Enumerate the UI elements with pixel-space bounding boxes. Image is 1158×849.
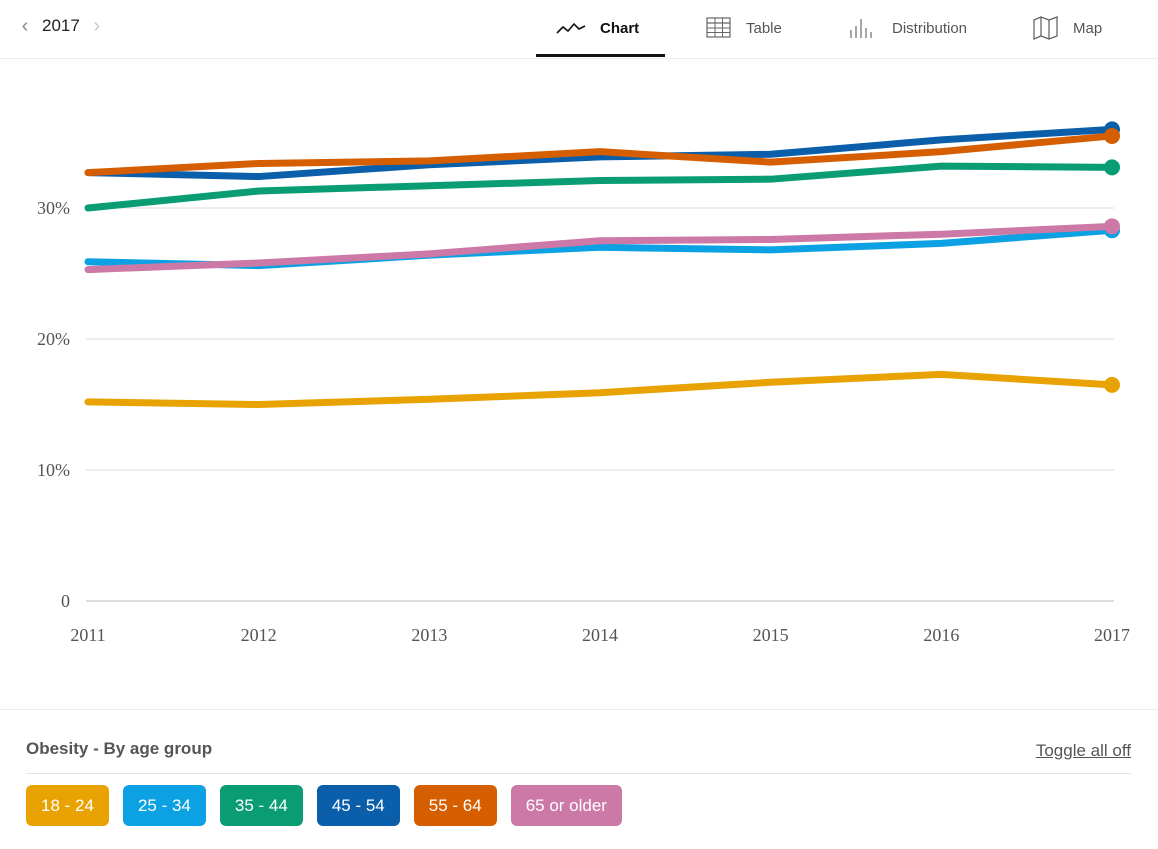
- series-chip[interactable]: 65 or older: [510, 785, 622, 826]
- legend-divider: [26, 773, 1131, 774]
- panel-divider: [0, 709, 1158, 710]
- x-tick-label: 2016: [923, 625, 959, 645]
- table-icon: [706, 17, 731, 38]
- y-tick-label: 0: [61, 591, 70, 611]
- x-tick-label: 2013: [411, 625, 447, 645]
- year-navigator: ‹ 2017 ›: [14, 12, 108, 40]
- chevron-right-icon[interactable]: ›: [93, 14, 101, 37]
- series-line[interactable]: [84, 162, 1116, 212]
- x-tick-label: 2015: [753, 625, 789, 645]
- distribution-icon: [850, 19, 872, 38]
- line-chart: 0 10% 20% 30% 2011 2012 2013 2014 2015 2016 2017: [37, 121, 1130, 645]
- series-line[interactable]: [84, 132, 1116, 177]
- top-bar: ‹ 2017 › Chart Table Distribution: [0, 0, 1158, 59]
- series-endpoint-marker[interactable]: [1104, 376, 1120, 393]
- active-tab-indicator: [536, 54, 665, 57]
- series-line[interactable]: [84, 222, 1116, 274]
- toggle-all-off-link[interactable]: Toggle all off: [1035, 741, 1131, 760]
- series-endpoint-marker[interactable]: [1104, 218, 1120, 235]
- series-chip[interactable]: 25 - 34: [122, 785, 206, 826]
- y-tick-label: 30%: [37, 198, 70, 218]
- series-toggle-chips: 18 - 24 25 - 34 35 - 44 45 - 54 55 - 64 65 or…: [26, 785, 622, 826]
- x-tick-label: 2011: [70, 625, 105, 645]
- chevron-left-icon[interactable]: ‹: [21, 14, 29, 37]
- tab-map[interactable]: Map: [1033, 0, 1102, 56]
- tab-table-label: Table: [746, 19, 782, 37]
- x-tick-label: 2017: [1094, 625, 1130, 645]
- tab-chart-label: Chart: [600, 19, 640, 37]
- series-chip[interactable]: 18 - 24: [26, 785, 109, 826]
- year-label: 2017: [42, 16, 80, 35]
- tab-distribution-label: Distribution: [892, 19, 968, 37]
- series-endpoint-marker[interactable]: [1104, 127, 1120, 144]
- tab-chart[interactable]: Chart: [556, 0, 639, 56]
- y-tick-label: 10%: [37, 460, 70, 480]
- series-chip[interactable]: 55 - 64: [413, 785, 497, 826]
- series-line[interactable]: [84, 370, 1116, 408]
- line-chart-icon: [556, 22, 586, 34]
- series-endpoint-marker[interactable]: [1104, 159, 1120, 176]
- series-chip[interactable]: 35 - 44: [219, 785, 303, 826]
- series-line[interactable]: [84, 125, 1116, 181]
- y-tick-label: 20%: [37, 329, 70, 349]
- tab-map-label: Map: [1073, 19, 1103, 37]
- series-chip[interactable]: 45 - 54: [316, 785, 400, 826]
- tab-distribution[interactable]: Distribution: [848, 0, 967, 56]
- x-tick-label: 2012: [241, 625, 277, 645]
- map-icon: [1033, 16, 1058, 40]
- tab-table[interactable]: Table: [706, 0, 782, 56]
- x-tick-label: 2014: [582, 625, 618, 645]
- legend-title: Obesity - By age group: [26, 739, 213, 758]
